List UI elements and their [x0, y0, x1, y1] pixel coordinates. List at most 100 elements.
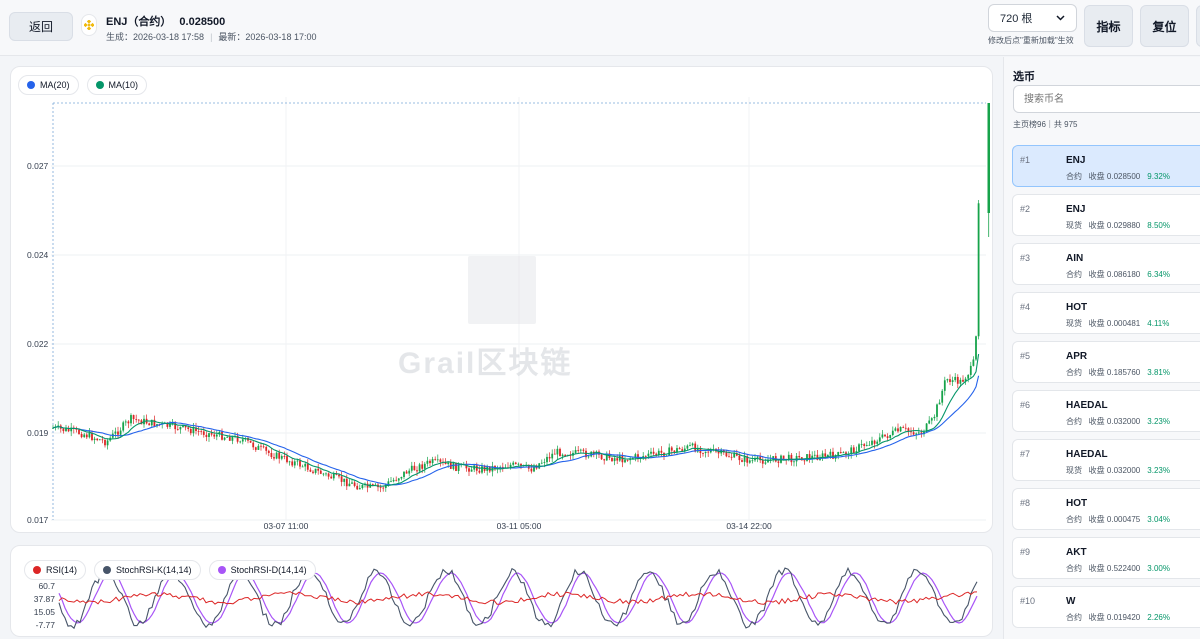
- candle-body: [179, 426, 182, 430]
- list-item[interactable]: #3 AIN 合约 收盘 0.086180 6.34%: [1012, 243, 1200, 285]
- list-item[interactable]: #1 ENJ 合约 收盘 0.028500 9.32%: [1012, 145, 1200, 187]
- candle-body: [842, 452, 845, 454]
- more-button[interactable]: [1196, 5, 1200, 47]
- candle-body: [96, 438, 99, 441]
- list-item[interactable]: #7 HAEDAL 现货 收盘 0.032000 3.23%: [1012, 439, 1200, 481]
- price-chart[interactable]: 0.027 0.024 0.022 0.019 0.017 03-07 11:00 03-1…: [11, 67, 992, 532]
- candle-body: [239, 441, 242, 443]
- y-tick-label: 0.019: [27, 428, 49, 438]
- candle-body: [288, 461, 291, 463]
- candle-body: [348, 483, 351, 487]
- candle-body: [166, 422, 169, 427]
- candle-body: [418, 464, 421, 472]
- candle-body: [764, 462, 767, 464]
- item-symbol: HAEDAL: [1066, 400, 1108, 411]
- legend-label: RSI(14): [46, 565, 78, 575]
- legend-item[interactable]: MA(10): [86, 75, 148, 95]
- candle-body: [314, 468, 317, 473]
- candle-body: [772, 456, 775, 460]
- list-item[interactable]: #10 W 合约 收盘 0.019420 2.26%: [1012, 586, 1200, 628]
- candle-body: [972, 359, 975, 366]
- candle-body: [686, 445, 689, 449]
- candle-body: [319, 470, 322, 474]
- candle-body: [275, 452, 278, 459]
- item-info: 现货 收盘 0.000481 4.11%: [1066, 318, 1169, 329]
- candle-body: [577, 450, 580, 451]
- candle-body: [379, 487, 382, 488]
- candle-body: [343, 478, 346, 482]
- candle-body: [114, 431, 117, 434]
- candle-body: [429, 460, 431, 464]
- item-symbol: AIN: [1066, 253, 1084, 264]
- item-close: 收盘 0.029880: [1088, 221, 1141, 230]
- item-rank: #9: [1020, 547, 1031, 557]
- indicator-button[interactable]: 指标: [1084, 5, 1133, 47]
- bars-count-select[interactable]: 720 根: [988, 4, 1077, 32]
- candle-body: [540, 462, 543, 464]
- item-change: 8.50%: [1147, 221, 1170, 230]
- item-rank: #8: [1020, 498, 1031, 508]
- reset-button[interactable]: 复位: [1140, 5, 1189, 47]
- coin-search-input[interactable]: [1013, 85, 1200, 113]
- item-change: 3.04%: [1147, 515, 1170, 524]
- item-symbol: HOT: [1066, 498, 1088, 509]
- candle-body: [447, 462, 450, 465]
- candle-body: [122, 422, 125, 431]
- candle-body: [387, 481, 390, 485]
- candle-body: [899, 427, 902, 432]
- item-info: 现货 收盘 0.029880 8.50%: [1066, 220, 1170, 231]
- back-button[interactable]: 返回: [9, 12, 73, 41]
- candle-body: [317, 468, 320, 471]
- candle-body: [543, 462, 546, 463]
- candle-body: [569, 455, 572, 456]
- candle-body: [117, 431, 119, 435]
- y-tick-label: 37.87: [34, 594, 56, 604]
- candle-body: [553, 453, 556, 455]
- candle-body: [124, 421, 127, 423]
- candle-body: [223, 437, 226, 440]
- candle-body: [533, 466, 535, 472]
- candle-body: [806, 454, 808, 461]
- list-item[interactable]: #5 APR 合约 收盘 0.185760 3.81%: [1012, 341, 1200, 383]
- item-close: 收盘 0.032000: [1088, 417, 1141, 426]
- item-type: 合约: [1066, 270, 1082, 279]
- candle-body: [62, 428, 65, 432]
- list-item[interactable]: #6 HAEDAL 合约 收盘 0.032000 3.23%: [1012, 390, 1200, 432]
- list-item[interactable]: #2 ENJ 现货 收盘 0.029880 8.50%: [1012, 194, 1200, 236]
- candle-body: [691, 443, 694, 446]
- item-symbol: APR: [1066, 351, 1088, 362]
- list-item[interactable]: #8 HOT 合约 收盘 0.000475 3.04%: [1012, 488, 1200, 530]
- legend-label: StochRSI-K(14,14): [116, 565, 192, 575]
- indicator-chart[interactable]: 60.7 37.87 15.05 -7.77: [11, 546, 992, 636]
- legend-item[interactable]: RSI(14): [24, 560, 87, 580]
- list-item[interactable]: #4 HOT 现货 收盘 0.000481 4.11%: [1012, 292, 1200, 334]
- list-item[interactable]: #9 AKT 合约 收盘 0.522400 3.00%: [1012, 537, 1200, 579]
- candle-body: [969, 365, 972, 375]
- candle-body: [793, 461, 795, 463]
- item-change: 9.32%: [1147, 172, 1170, 181]
- legend-item[interactable]: MA(20): [18, 75, 79, 95]
- candle-body: [176, 429, 179, 430]
- candle-body: [351, 482, 353, 484]
- generated-time: 生成：2026-03-18 17:58: [106, 32, 205, 42]
- candle-body: [278, 452, 281, 459]
- y-tick-label: 0.022: [27, 339, 49, 349]
- candle-body: [813, 454, 816, 456]
- watermark-logo: [468, 256, 536, 324]
- item-info: 现货 收盘 0.032000 3.23%: [1066, 465, 1170, 476]
- candle-body: [803, 460, 806, 462]
- bars-count-value: 720 根: [1000, 13, 1033, 25]
- legend-item[interactable]: StochRSI-K(14,14): [94, 560, 201, 580]
- candle-body: [582, 449, 585, 451]
- candle-body: [917, 432, 920, 434]
- candle-body: [93, 438, 96, 441]
- item-type: 现货: [1066, 221, 1082, 230]
- candle-body: [514, 462, 517, 464]
- candle-body: [405, 471, 408, 474]
- legend-item[interactable]: StochRSI-D(14,14): [208, 560, 316, 580]
- candle-body: [873, 440, 876, 444]
- item-symbol: ENJ: [1066, 155, 1086, 166]
- candle-body: [85, 434, 88, 438]
- candle-body: [655, 453, 658, 455]
- candle-body: [837, 452, 840, 456]
